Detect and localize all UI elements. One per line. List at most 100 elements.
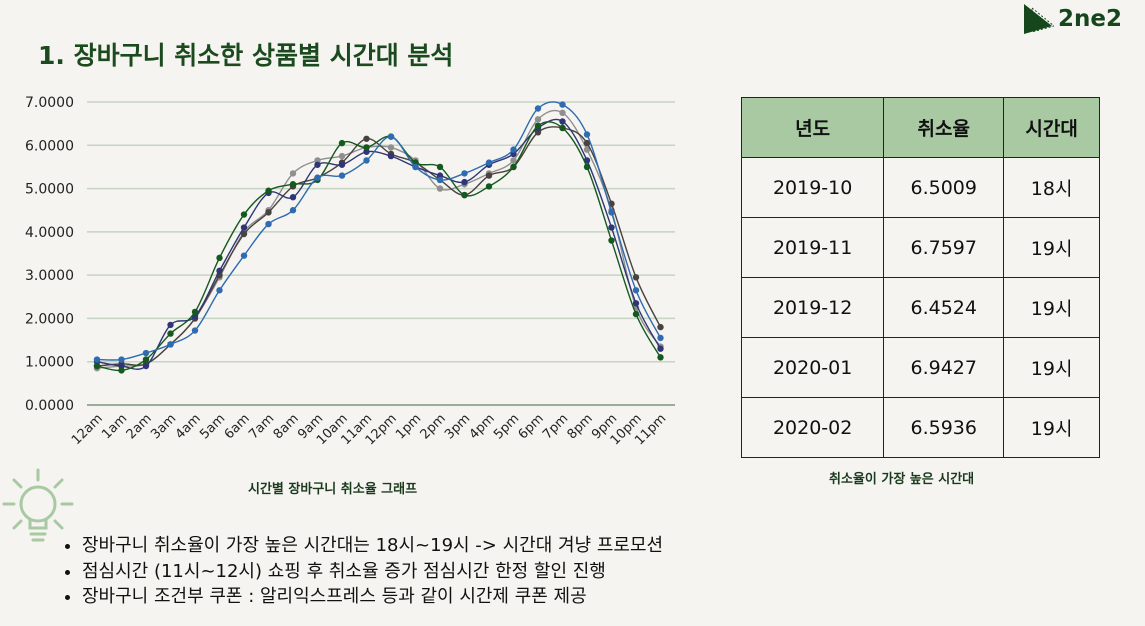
data-point xyxy=(289,194,297,201)
x-tick-label: 6pm xyxy=(516,411,547,442)
data-point xyxy=(583,131,591,138)
data-point xyxy=(657,345,664,352)
cell-time: 19시 xyxy=(1003,217,1100,278)
cell-year: 2019-10 xyxy=(740,157,885,218)
x-tick-label: 6am xyxy=(222,411,253,442)
cell-year: 2019-11 xyxy=(740,217,885,278)
data-point xyxy=(338,139,346,147)
data-point xyxy=(436,185,444,192)
data-point xyxy=(265,220,272,228)
data-point xyxy=(632,310,640,318)
data-point xyxy=(436,176,444,184)
logo-text: 2ne2 xyxy=(1058,6,1122,32)
data-point xyxy=(338,161,346,168)
x-tick-label: 8am xyxy=(271,411,302,442)
data-point xyxy=(338,152,346,160)
data-point xyxy=(289,181,297,188)
data-point xyxy=(559,124,566,132)
data-point xyxy=(485,159,493,166)
y-tick-label: 2.0000 xyxy=(25,311,74,327)
data-point xyxy=(363,144,370,151)
data-point xyxy=(632,274,640,281)
data-point xyxy=(412,163,419,171)
page-title: 1. 장바구니 취소한 상품별 시간대 분석 xyxy=(38,41,454,70)
data-point xyxy=(510,146,517,153)
x-tick-label: 1am xyxy=(99,411,130,442)
table-row: 2020-01 6.9427 19시 xyxy=(740,337,1100,398)
data-point xyxy=(559,101,566,108)
x-tick-label: 7pm xyxy=(540,411,571,442)
data-point xyxy=(559,118,566,125)
y-tick-label: 1.0000 xyxy=(25,355,74,371)
data-point xyxy=(363,157,370,164)
data-point xyxy=(608,237,615,244)
y-tick-label: 5.0000 xyxy=(25,182,74,198)
series-line-0 xyxy=(96,109,662,369)
insight-item: 장바구니 조건부 쿠폰 : 알리익스프레스 등과 같이 시간제 쿠폰 제공 xyxy=(82,584,663,610)
x-tick-label: 8pm xyxy=(565,411,596,442)
data-point xyxy=(289,207,297,214)
data-point xyxy=(632,287,640,294)
data-point xyxy=(93,356,101,363)
data-point xyxy=(485,183,493,190)
cell-rate: 6.5936 xyxy=(883,397,1005,458)
x-tick-label: 5am xyxy=(197,411,228,442)
x-tick-label: 5pm xyxy=(491,411,522,442)
cell-rate: 6.9427 xyxy=(883,337,1005,398)
data-point xyxy=(485,172,493,179)
series-line-1 xyxy=(96,126,662,367)
data-point xyxy=(240,252,248,259)
data-point xyxy=(461,178,468,186)
data-point xyxy=(142,349,150,357)
insight-list: 장바구니 취소율이 가장 높은 시간대는 18시~19시 -> 시간대 겨냥 프… xyxy=(62,533,663,610)
data-point xyxy=(534,105,542,112)
data-point xyxy=(167,330,174,337)
data-point xyxy=(191,308,199,316)
cell-year: 2020-01 xyxy=(740,337,885,398)
logo: 2ne2 xyxy=(1022,2,1122,36)
data-point xyxy=(657,354,664,361)
x-tick-label: 4am xyxy=(173,411,204,442)
data-point xyxy=(461,170,468,177)
data-point xyxy=(265,187,272,194)
data-point xyxy=(338,172,346,179)
cell-time: 19시 xyxy=(1003,337,1100,398)
data-point xyxy=(559,109,566,117)
header-year: 년도 xyxy=(740,97,885,158)
data-point xyxy=(510,163,517,171)
chart-caption: 시간별 장바구니 취소율 그래프 xyxy=(248,482,418,497)
data-point xyxy=(240,211,248,218)
data-point xyxy=(510,157,517,164)
data-point xyxy=(363,135,370,142)
data-point xyxy=(289,170,297,177)
data-point xyxy=(118,356,125,363)
x-tick-label: 2am xyxy=(124,411,155,442)
data-point xyxy=(632,300,640,307)
header-time: 시간대 xyxy=(1003,97,1100,158)
data-point xyxy=(608,224,615,231)
cell-year: 2019-12 xyxy=(740,277,885,338)
line-chart: 0.0000 1.0000 2.0000 3.0000 4.0000 5.0000 6.00… xyxy=(25,95,675,448)
data-point xyxy=(534,122,542,130)
peak-time-table: 년도 취소율 시간대 2019-10 6.5009 18시 2019-11 6.7597… xyxy=(740,97,1100,458)
header-rate: 취소율 xyxy=(883,97,1005,158)
table-caption: 취소율이 가장 높은 시간대 xyxy=(829,472,975,487)
x-tick-label: 4pm xyxy=(467,411,498,442)
table-header-row: 년도 취소율 시간대 xyxy=(740,97,1100,158)
lightbulb-icon xyxy=(2,468,74,542)
insight-item: 장바구니 취소율이 가장 높은 시간대는 18시~19시 -> 시간대 겨냥 프… xyxy=(82,533,663,559)
data-point xyxy=(216,254,223,262)
data-point xyxy=(461,191,468,199)
y-tick-label: 7.0000 xyxy=(25,95,74,111)
data-point xyxy=(583,163,591,171)
insight-item: 점심시간 (11시~12시) 쇼핑 후 취소율 증가 점심시간 한정 할인 진행 xyxy=(82,559,663,585)
data-point xyxy=(240,230,248,238)
data-point xyxy=(657,334,664,342)
y-tick-label: 6.0000 xyxy=(25,138,74,154)
data-point xyxy=(387,152,395,160)
data-point xyxy=(118,367,125,374)
data-point xyxy=(657,323,664,331)
cell-time: 19시 xyxy=(1003,277,1100,338)
data-point xyxy=(216,267,223,275)
table-row: 2019-10 6.5009 18시 xyxy=(740,157,1100,218)
